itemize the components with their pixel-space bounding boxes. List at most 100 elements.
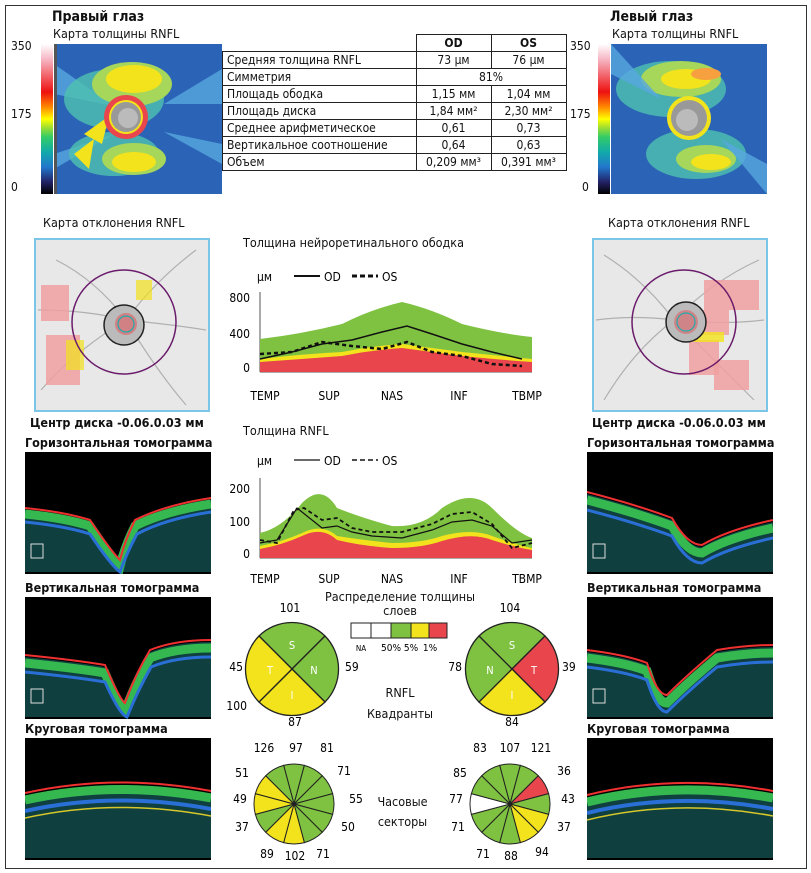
right-c-tomo-title: Круговая томограмма: [25, 721, 168, 736]
left-deviation-title: Карта отклонения RNFL: [608, 215, 750, 230]
table-row-label: Вертикальное соотношение: [222, 136, 417, 154]
table-row-label: Площадь ободка: [222, 85, 417, 103]
od-q-bottom: 87: [288, 715, 302, 728]
left-h-tomogram: [587, 452, 773, 574]
od-clock-value: 55: [349, 792, 363, 806]
os-clock-value: 121: [531, 741, 552, 755]
table-cell-os: 0,63: [490, 136, 567, 154]
rnfl-xtick: NAS: [381, 572, 403, 586]
table-row: Среднее арифметическое 0,61 0,73: [222, 119, 567, 137]
clock-label: Часовые: [377, 794, 428, 809]
report-frame: [5, 5, 807, 869]
rnfl-xtick: INF: [450, 572, 467, 586]
od-clock-value: 126: [254, 741, 275, 755]
os-q-bottom: 84: [505, 715, 519, 728]
right-scale-min: 0: [11, 180, 18, 194]
od-clock-value: 71: [316, 847, 330, 861]
table-row-label: Объем: [222, 153, 417, 171]
table-head-od: OD: [415, 34, 492, 52]
rim-legend-od: OD: [324, 270, 341, 284]
right-c-tomogram: [25, 738, 211, 860]
od-q-n: N: [310, 664, 317, 677]
os-q-n: N: [486, 664, 493, 677]
right-thickness-map: [54, 44, 222, 194]
rnfl-ytick: 0: [243, 547, 250, 561]
os-q-i: I: [511, 689, 514, 702]
rim-chart: μм OD OS 800 400 0 TEMP SUP NAS INF TBMP: [222, 264, 552, 414]
os-clock-value: 85: [453, 766, 467, 780]
table-row-label: Симметрия: [222, 68, 417, 86]
right-v-tomo-title: Вертикальная томограмма: [25, 580, 200, 595]
legend-50: 50%: [381, 643, 401, 654]
table-cell-os: 76 μм: [490, 51, 567, 69]
table-header-row: OD OS: [223, 34, 567, 52]
os-clock-value: 83: [473, 741, 487, 755]
right-thickness-map-title: Карта толщины RNFL: [53, 26, 180, 41]
table-row: Площадь диска 1,84 мм² 2,30 мм²: [222, 102, 567, 120]
od-clock-value: 71: [337, 764, 351, 778]
os-clock-value: 36: [557, 764, 571, 778]
od-q-s: S: [289, 639, 295, 652]
od-q-left: 45: [229, 660, 243, 674]
os-clock-value: 88: [504, 849, 518, 863]
rnfl-ytick: 100: [229, 515, 250, 529]
table-cell-od: 1,15 мм: [415, 85, 492, 103]
os-clock-value: 107: [500, 741, 521, 755]
distribution-title: Распределение толщины слоев: [325, 589, 475, 618]
rnfl-legend-os: OS: [382, 454, 397, 468]
quadrants-label: Квадранты: [366, 706, 434, 721]
table-row: Объем 0,209 мм³ 0,391 мм³: [222, 153, 567, 171]
right-color-scale: [41, 44, 53, 194]
os-q-s: S: [509, 639, 515, 652]
rnfl-chart: μм OD OS 200 100 0 TEMP SUP NAS INF TBMP: [222, 448, 552, 588]
od-clock-value: 102: [285, 849, 306, 863]
stats-table: OD OS Средняя толщина RNFL 73 μм 76 μм С…: [222, 34, 567, 171]
table-head-os: OS: [490, 34, 567, 52]
od-q-bottomleft: 100: [226, 699, 247, 713]
table-cell-od: 0,209 мм³: [415, 153, 492, 171]
left-scale-max: 350: [570, 39, 591, 53]
os-clock-chart: 107 121 36 43 37 94 88 71 71 77 85 83: [438, 738, 583, 866]
rim-xtick: TBMP: [511, 389, 542, 403]
rnfl-unit: μм: [257, 454, 272, 468]
table-row-label: Среднее арифметическое: [222, 119, 417, 137]
right-scale-mid: 175: [11, 107, 32, 121]
rim-chart-title: Толщина нейроретинального ободка: [243, 235, 464, 250]
rim-unit: μм: [257, 270, 272, 284]
os-q-right: 39: [562, 660, 576, 674]
distribution-legend: NA 50% 5% 1%: [350, 622, 450, 656]
os-clock-value: 77: [449, 792, 463, 806]
left-deviation-map: [592, 238, 768, 412]
rim-xtick: TEMP: [249, 389, 280, 403]
table-row: Симметрия 81%: [222, 68, 567, 86]
legend-1: 1%: [423, 643, 438, 654]
rnfl-legend-od: OD: [324, 454, 341, 468]
left-c-tomo-title: Круговая томограмма: [587, 721, 730, 736]
table-cell-os: 0,391 мм³: [490, 153, 567, 171]
table-row-label: Площадь диска: [222, 102, 417, 120]
right-deviation-title: Карта отклонения RNFL: [43, 215, 185, 230]
table-row: Площадь ободка 1,15 мм 1,04 мм: [222, 85, 567, 103]
od-clock-value: 37: [235, 820, 249, 834]
os-clock-value: 94: [535, 845, 549, 859]
rnfl-label: RNFL: [385, 685, 415, 700]
sectors-label: секторы: [377, 814, 428, 829]
table-cell-os: 0,73: [490, 119, 567, 137]
right-disc-center: Центр диска -0.06.0.03 мм: [30, 415, 204, 430]
os-clock-value: 43: [561, 792, 575, 806]
left-v-tomogram: [587, 597, 773, 719]
od-clock-value: 51: [235, 766, 249, 780]
left-eye-title: Левый глаз: [610, 9, 694, 25]
od-clock-value: 49: [233, 792, 247, 806]
left-disc-center: Центр диска -0.06.0.03 мм: [592, 415, 766, 430]
rim-ytick: 800: [229, 291, 250, 305]
left-thickness-map: [611, 44, 767, 194]
rnfl-xtick: TEMP: [249, 572, 280, 586]
left-c-tomogram: [587, 738, 773, 860]
table-cell-os: 2,30 мм²: [490, 102, 567, 120]
od-clock-value: 97: [289, 741, 303, 755]
table-cell-od: 0,61: [415, 119, 492, 137]
table-cell-os: 1,04 мм: [490, 85, 567, 103]
od-q-t: T: [266, 664, 274, 677]
od-clock-value: 81: [320, 741, 334, 755]
